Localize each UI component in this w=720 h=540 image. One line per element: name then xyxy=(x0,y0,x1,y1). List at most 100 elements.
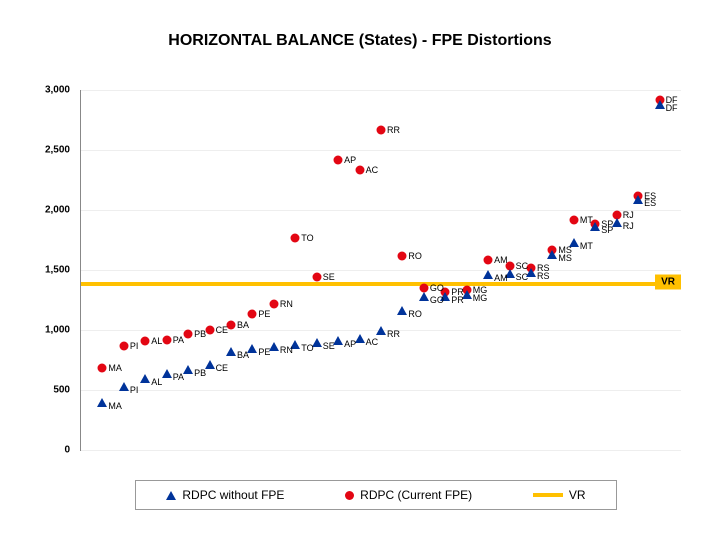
line-icon xyxy=(533,493,563,497)
without-fpe-label: AP xyxy=(344,339,356,349)
without-fpe-marker xyxy=(483,270,493,279)
without-fpe-label: AC xyxy=(366,337,379,347)
current-fpe-marker xyxy=(248,310,257,319)
without-fpe-label: MG xyxy=(473,293,488,303)
current-fpe-marker xyxy=(484,256,493,265)
legend-label: VR xyxy=(569,488,586,502)
without-fpe-label: MA xyxy=(108,401,122,411)
without-fpe-label: SP xyxy=(601,225,613,235)
without-fpe-marker xyxy=(547,250,557,259)
without-fpe-label: PB xyxy=(194,368,206,378)
current-fpe-label: PE xyxy=(258,309,270,319)
without-fpe-label: PA xyxy=(173,372,184,382)
without-fpe-marker xyxy=(226,347,236,356)
current-fpe-marker xyxy=(291,233,300,242)
current-fpe-label: MT xyxy=(580,215,593,225)
current-fpe-marker xyxy=(269,299,278,308)
current-fpe-marker xyxy=(334,155,343,164)
current-fpe-label: PB xyxy=(194,329,206,339)
y-tick-label: 1,000 xyxy=(30,325,70,336)
current-fpe-label: PI xyxy=(130,341,139,351)
without-fpe-marker xyxy=(140,374,150,383)
current-fpe-label: TO xyxy=(301,233,313,243)
chart-plot-area: VR MA PI AL PA PB CE BA PE RN TO SE AP AC RR RO GO PR MG AM… xyxy=(80,90,681,451)
gridline xyxy=(81,90,681,91)
without-fpe-label: CE xyxy=(216,363,229,373)
current-fpe-marker xyxy=(569,215,578,224)
without-fpe-label: PI xyxy=(130,385,139,395)
current-fpe-marker xyxy=(184,329,193,338)
gridline xyxy=(81,210,681,211)
without-fpe-label: ES xyxy=(644,198,656,208)
y-tick-label: 500 xyxy=(30,385,70,396)
circle-icon xyxy=(345,491,354,500)
without-fpe-marker xyxy=(97,398,107,407)
without-fpe-marker xyxy=(419,292,429,301)
current-fpe-marker xyxy=(355,166,364,175)
current-fpe-marker xyxy=(312,273,321,282)
y-tick-label: 3,000 xyxy=(30,85,70,96)
legend-label: RDPC without FPE xyxy=(182,488,284,502)
vr-reference-line xyxy=(81,282,681,286)
current-fpe-label: MA xyxy=(108,363,122,373)
current-fpe-label: AP xyxy=(344,155,356,165)
current-fpe-label: PA xyxy=(173,335,184,345)
legend-label: RDPC (Current FPE) xyxy=(360,488,472,502)
y-tick-label: 1,500 xyxy=(30,265,70,276)
without-fpe-marker xyxy=(397,306,407,315)
current-fpe-marker xyxy=(98,364,107,373)
current-fpe-label: RJ xyxy=(623,210,634,220)
legend: RDPC without FPE RDPC (Current FPE) VR xyxy=(135,480,617,510)
legend-item-current-fpe: RDPC (Current FPE) xyxy=(345,488,472,502)
chart-title: HORIZONTAL BALANCE (States) - FPE Distor… xyxy=(0,32,720,50)
without-fpe-label: RO xyxy=(408,309,422,319)
y-tick-label: 0 xyxy=(30,445,70,456)
current-fpe-label: CE xyxy=(216,325,229,335)
without-fpe-label: DF xyxy=(666,103,678,113)
without-fpe-marker xyxy=(183,365,193,374)
without-fpe-label: AL xyxy=(151,377,162,387)
current-fpe-label: AL xyxy=(151,336,162,346)
without-fpe-label: MS xyxy=(558,253,572,263)
without-fpe-label: SC xyxy=(516,272,529,282)
y-tick-label: 2,500 xyxy=(30,145,70,156)
without-fpe-marker xyxy=(119,382,129,391)
without-fpe-marker xyxy=(633,195,643,204)
without-fpe-label: RR xyxy=(387,329,400,339)
without-fpe-label: GO xyxy=(430,295,444,305)
without-fpe-label: RJ xyxy=(623,221,634,231)
current-fpe-marker xyxy=(205,326,214,335)
gridline xyxy=(81,450,681,451)
without-fpe-marker xyxy=(655,100,665,109)
current-fpe-marker xyxy=(377,125,386,134)
without-fpe-marker xyxy=(162,369,172,378)
gridline xyxy=(81,150,681,151)
gridline xyxy=(81,390,681,391)
without-fpe-label: TO xyxy=(301,343,313,353)
triangle-icon xyxy=(166,491,176,500)
y-tick-label: 2,000 xyxy=(30,205,70,216)
without-fpe-label: MT xyxy=(580,241,593,251)
current-fpe-label: BA xyxy=(237,320,249,330)
without-fpe-label: AM xyxy=(494,273,508,283)
without-fpe-marker xyxy=(376,326,386,335)
without-fpe-label: PR xyxy=(451,295,464,305)
gridline xyxy=(81,270,681,271)
current-fpe-label: SC xyxy=(516,261,529,271)
current-fpe-label: RO xyxy=(408,251,422,261)
current-fpe-label: SE xyxy=(323,272,335,282)
legend-item-without-fpe: RDPC without FPE xyxy=(166,488,284,502)
current-fpe-label: RR xyxy=(387,125,400,135)
current-fpe-marker xyxy=(162,335,171,344)
without-fpe-label: BA xyxy=(237,350,249,360)
current-fpe-marker xyxy=(141,336,150,345)
without-fpe-label: PE xyxy=(258,347,270,357)
without-fpe-label: SE xyxy=(323,341,335,351)
current-fpe-label: AM xyxy=(494,255,508,265)
vr-label: VR xyxy=(655,275,681,290)
without-fpe-label: RN xyxy=(280,345,293,355)
current-fpe-label: AC xyxy=(366,165,379,175)
current-fpe-label: GO xyxy=(430,283,444,293)
current-fpe-label: RN xyxy=(280,299,293,309)
without-fpe-label: RS xyxy=(537,271,550,281)
